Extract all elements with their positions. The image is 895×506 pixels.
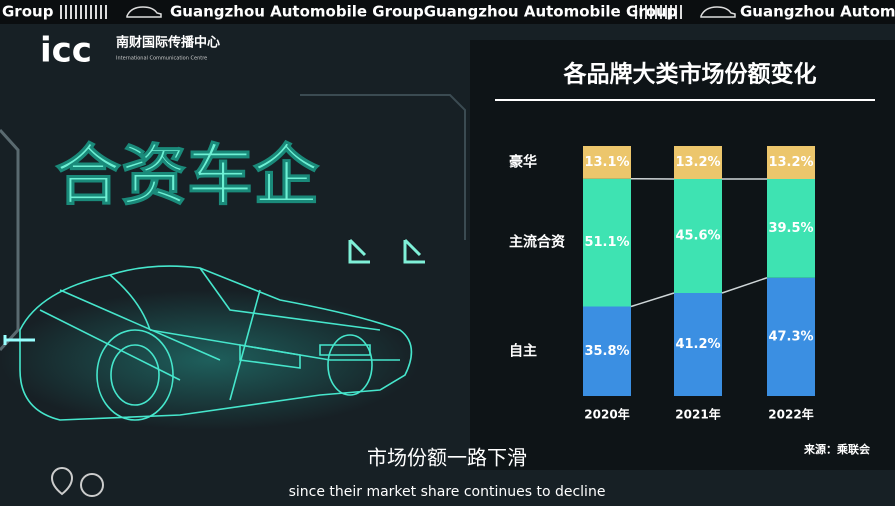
banner-text: Group xyxy=(2,3,54,21)
subtitle-english: since their market share continues to de… xyxy=(289,484,606,500)
banner-stripes xyxy=(60,5,682,19)
banner-text: Guangzhou Automobile xyxy=(740,3,895,21)
bar-segment xyxy=(674,293,722,396)
value-label: 13.2% xyxy=(768,155,813,170)
icon xyxy=(80,473,104,497)
value-label: 13.2% xyxy=(675,155,720,170)
banner xyxy=(0,0,895,24)
bar-segment xyxy=(674,179,722,293)
light xyxy=(3,335,35,345)
car-icon xyxy=(700,6,736,18)
car-wireframe xyxy=(19,265,413,421)
value-label: 51.1% xyxy=(584,235,629,250)
value-label: 13.1% xyxy=(584,155,629,170)
bar-segment xyxy=(767,277,815,396)
x-tick-label: 2020年 xyxy=(584,407,629,422)
x-tick-label: 2021年 xyxy=(675,407,720,422)
bar-segment xyxy=(583,146,631,179)
bar-segment xyxy=(767,146,815,179)
series-label: 豪华 xyxy=(509,153,537,170)
plot: 35.8% 自主 51.1% 主流合资 13.1% 豪华 2020年 41.2% 45.6% 13… xyxy=(509,146,815,422)
banner-text: Guangzhou Automobile GroupGuangzhou Auto… xyxy=(170,3,678,21)
logo-mark: icc xyxy=(40,31,92,71)
icon xyxy=(50,467,74,496)
value-label: 35.8% xyxy=(584,344,629,359)
series-label: 自主 xyxy=(509,342,537,359)
value-label: 45.6% xyxy=(675,229,720,244)
value-label: 39.5% xyxy=(768,221,813,236)
frame xyxy=(300,94,466,240)
series-label: 主流合资 xyxy=(509,234,565,251)
bar-segment xyxy=(767,179,815,278)
chart-title: 各品牌大类市场份额变化 xyxy=(563,61,817,88)
subtitle-chinese: 市场份额一路下滑 xyxy=(367,446,527,470)
value-label: 47.3% xyxy=(768,329,813,344)
logo-english: International Communication Centre xyxy=(116,56,207,62)
source: 来源：乘联会 xyxy=(803,442,871,456)
bar-segment xyxy=(583,306,631,396)
bar-segment xyxy=(583,178,631,307)
logo-name: 南财国际传播中心 xyxy=(116,35,220,51)
connector xyxy=(630,292,675,308)
value-label: 41.2% xyxy=(675,337,720,352)
x-tick-label: 2022年 xyxy=(768,407,813,422)
bar-segment xyxy=(674,146,722,179)
connector xyxy=(721,277,768,294)
arrow-icons xyxy=(348,238,425,264)
headline: 合资车企 xyxy=(55,137,320,214)
car-icon xyxy=(126,6,162,18)
